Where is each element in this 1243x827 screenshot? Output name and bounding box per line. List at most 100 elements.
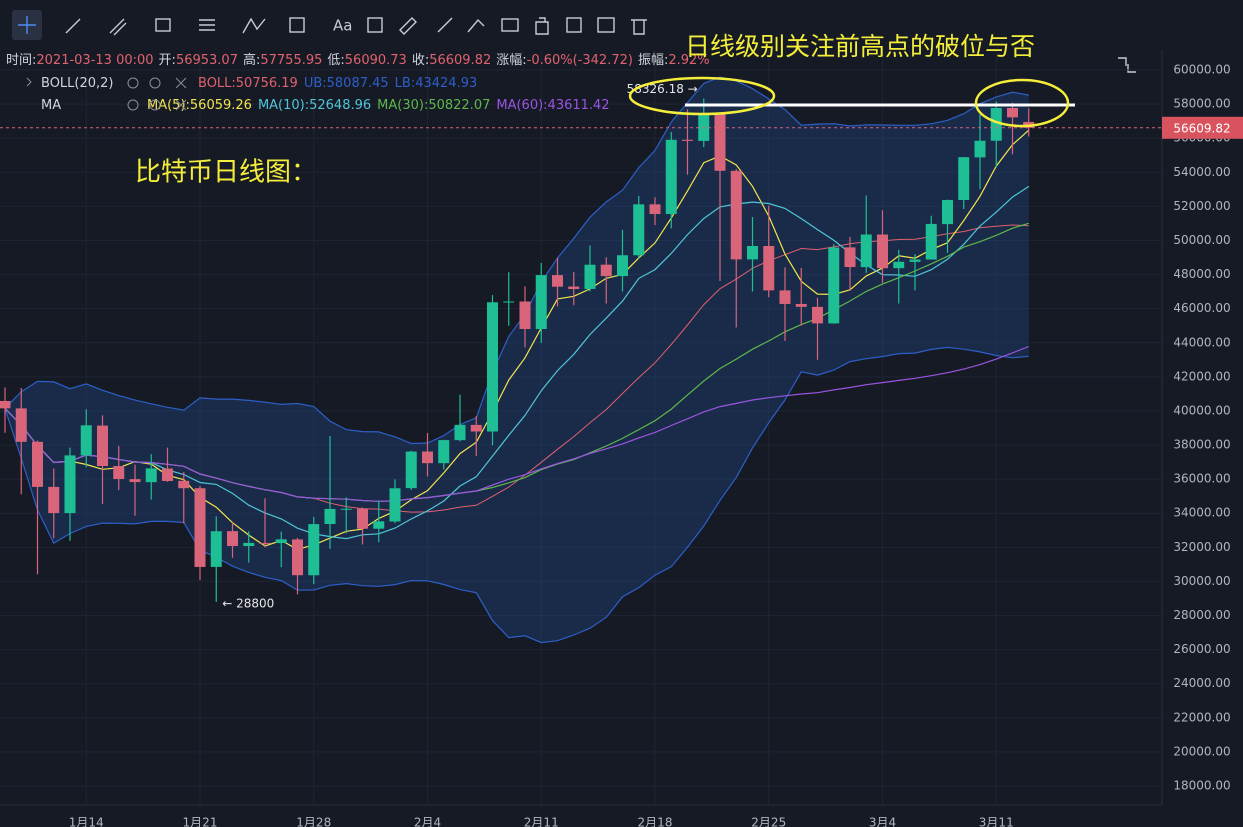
text-tool[interactable]: Aa	[333, 17, 352, 35]
toolbar: Aa	[12, 10, 1136, 73]
pen-tool[interactable]	[467, 18, 485, 33]
info-label: 振幅:	[638, 53, 668, 68]
candle-body	[438, 440, 450, 464]
candle-body	[828, 247, 840, 324]
candle-body	[243, 542, 255, 547]
indicator-value: BOLL:50756.19	[198, 76, 298, 91]
y-tick-label: 52000.00	[1173, 199, 1230, 213]
y-tick-label: 26000.00	[1173, 642, 1230, 656]
info-label: 涨幅:	[496, 53, 526, 68]
candle-body	[779, 290, 791, 304]
info-value: 56609.82	[429, 53, 491, 68]
settings-tool[interactable]	[597, 17, 615, 33]
x-tick-label: 2月11	[524, 816, 559, 827]
candle-body	[162, 468, 173, 482]
lock-tool[interactable]	[535, 17, 549, 35]
candle-body	[633, 204, 645, 256]
y-tick-label: 40000.00	[1173, 403, 1230, 417]
x-tick-label: 2月4	[414, 816, 441, 827]
candle-body	[568, 286, 580, 290]
indicator-value: UB:58087.45	[304, 76, 389, 91]
info-value: 56953.07	[176, 53, 238, 68]
y-tick-label: 18000.00	[1173, 779, 1230, 793]
copy-tool[interactable]	[566, 17, 582, 33]
indicator-value: MA(30):50822.07	[377, 98, 490, 113]
delete-tool[interactable]	[631, 19, 647, 35]
x-tick-label: 3月4	[869, 816, 896, 827]
eraser-tool[interactable]	[399, 17, 417, 35]
info-label: 时间:	[6, 53, 36, 68]
ma-line	[4, 185, 1030, 540]
candle-body	[129, 479, 141, 483]
candle-body	[665, 139, 677, 215]
candle-body	[877, 234, 888, 269]
settings-button[interactable]	[149, 99, 161, 111]
candle-body	[64, 455, 76, 514]
trend-line-tool[interactable]	[65, 18, 81, 34]
y-tick-label: 44000.00	[1173, 335, 1230, 349]
candle-body	[763, 245, 775, 291]
candle-body	[925, 223, 937, 260]
indicator-name: BOLL(20,2)	[41, 76, 114, 91]
y-tick-label: 30000.00	[1173, 574, 1230, 588]
indicator-value: MA(5):56059.26	[147, 98, 252, 113]
legend: 时间:2021-03-13 00:00 开:56953.07 高:57755.95 低…	[6, 52, 710, 113]
shape-tool[interactable]	[155, 18, 171, 32]
candle-body	[600, 264, 612, 277]
measure-tool[interactable]	[289, 17, 305, 33]
candle-body	[503, 301, 515, 303]
legend-row: MA MA(5):56059.26 MA(10):52648.96 MA(30):50…	[41, 98, 610, 113]
visibility-toggle[interactable]	[127, 77, 139, 89]
candle-body	[259, 542, 271, 544]
boll-band	[5, 77, 1029, 643]
candle-body	[974, 140, 986, 158]
candle-body	[535, 275, 547, 330]
info-value: 57755.95	[260, 53, 322, 68]
candle-body	[308, 524, 320, 576]
candle-body	[714, 114, 726, 171]
fib-tool[interactable]	[109, 18, 127, 36]
candle-body	[405, 451, 417, 489]
wave-tool[interactable]	[242, 17, 266, 34]
y-tick-label: 24000.00	[1173, 676, 1230, 690]
candle-body	[275, 539, 287, 544]
y-tick-label: 28000.00	[1173, 608, 1230, 622]
visibility-toggle[interactable]	[127, 99, 139, 111]
y-tick-label: 38000.00	[1173, 438, 1230, 452]
candle-body	[422, 451, 433, 464]
collapse-button[interactable]	[1118, 57, 1136, 73]
candle-body	[844, 247, 856, 268]
ma-line	[4, 129, 1030, 550]
y-tick-label: 54000.00	[1173, 165, 1230, 179]
indicator-value: MA(10):52648.96	[258, 98, 371, 113]
indicator-value: MA(60):43611.42	[496, 98, 609, 113]
candle-body	[860, 234, 872, 268]
candle-body	[178, 480, 190, 489]
info-value: 2021-03-13 00:00	[36, 53, 153, 68]
y-tick-label: 36000.00	[1173, 472, 1230, 486]
info-label: 高:	[243, 52, 260, 68]
icon-tool[interactable]	[367, 17, 383, 33]
candle-body	[990, 107, 1002, 141]
hide-tool[interactable]	[501, 18, 519, 32]
remove-button[interactable]	[175, 77, 187, 89]
last-price-tag	[1162, 116, 1243, 139]
info-label: 开:	[159, 53, 176, 68]
collapse-arrow	[26, 77, 32, 87]
indicator-value: LB:43424.93	[395, 76, 478, 91]
x-tick-label: 1月21	[183, 816, 218, 827]
crosshair-icon	[18, 16, 36, 34]
pattern-tool[interactable]	[199, 19, 215, 31]
ruler-tool[interactable]	[437, 17, 453, 33]
x-tick-label: 1月28	[296, 816, 331, 827]
candle-body	[909, 259, 921, 262]
y-tick-label: 20000.00	[1173, 744, 1230, 758]
x-tick-label: 1月14	[69, 816, 104, 827]
candle-body	[617, 255, 628, 277]
candle-body	[454, 424, 466, 441]
candle-body	[730, 170, 742, 260]
remove-button[interactable]	[175, 99, 187, 111]
settings-button[interactable]	[149, 77, 161, 89]
candle-body	[487, 302, 498, 432]
boll-upper	[4, 76, 1029, 445]
